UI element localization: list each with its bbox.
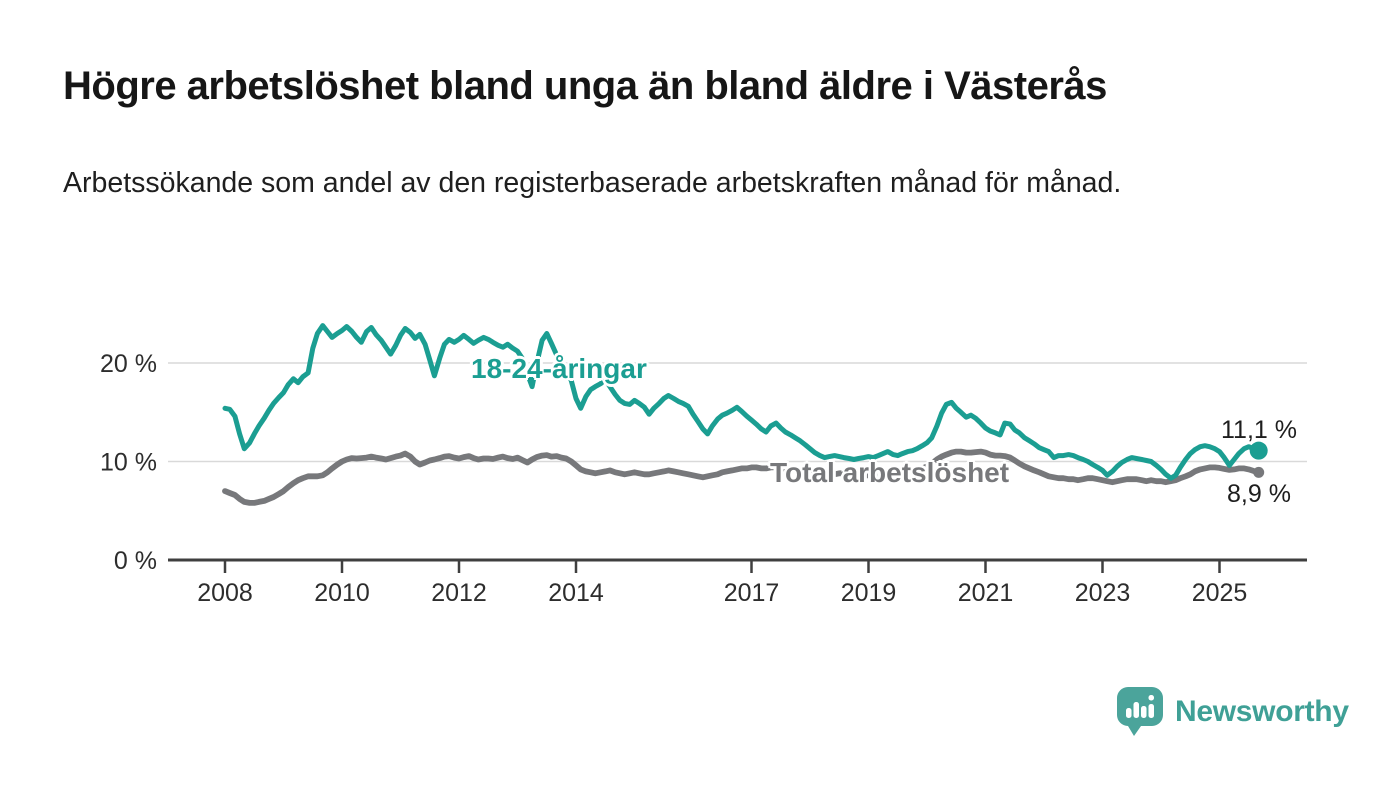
x-tick-label-2019: 2019 bbox=[841, 579, 897, 607]
x-tick-label-2017: 2017 bbox=[724, 579, 780, 607]
series-endpoint-youth bbox=[1249, 441, 1268, 460]
logo-bar-small bbox=[1126, 708, 1132, 718]
series-label-total-unemployment: Total arbetslöshet bbox=[770, 457, 1010, 488]
page-title: Högre arbetslöshet bland unga än bland ä… bbox=[63, 64, 1107, 108]
series-line-total-unemployment bbox=[222, 448, 1262, 506]
end-value-label-total: 8,9 % bbox=[1227, 480, 1291, 508]
series-line-youth-18-24 bbox=[222, 323, 1262, 481]
x-tick-label-2010: 2010 bbox=[314, 579, 370, 607]
y-tick-label-0: 0 % bbox=[114, 547, 157, 575]
x-tick-label-2025: 2025 bbox=[1192, 579, 1248, 607]
newsworthy-logo[interactable]: Newsworthy bbox=[1115, 686, 1349, 737]
series-endpoint-total bbox=[1253, 466, 1265, 478]
x-tick-label-2012: 2012 bbox=[431, 579, 487, 607]
y-tick-label-20: 20 % bbox=[100, 350, 157, 378]
x-axis: 2008 2010 2012 2014 2017 2019 2021 2023 2025 bbox=[168, 558, 1307, 607]
brand-name: Newsworthy bbox=[1175, 694, 1349, 728]
logo-exclamation-dot bbox=[1148, 695, 1154, 701]
logo-bar-medium bbox=[1141, 706, 1147, 718]
newsworthy-logo-icon bbox=[1117, 687, 1163, 736]
series-label-youth-18-24: 18-24-åringar bbox=[471, 353, 647, 384]
logo-bar-tall bbox=[1133, 702, 1139, 718]
y-tick-label-10: 10 % bbox=[100, 449, 157, 477]
y-axis-labels: 20 % 10 % 0 % bbox=[100, 350, 157, 575]
logo-exclamation-bar bbox=[1148, 704, 1154, 718]
gridlines bbox=[168, 362, 1307, 463]
x-tick-label-2021: 2021 bbox=[958, 579, 1014, 607]
page-subtitle: Arbetssökande som andel av den registerb… bbox=[63, 167, 1122, 199]
x-tick-label-2023: 2023 bbox=[1075, 579, 1131, 607]
x-tick-label-2008: 2008 bbox=[197, 579, 253, 607]
end-value-label-youth: 11,1 % bbox=[1221, 416, 1297, 444]
x-tick-label-2014: 2014 bbox=[548, 579, 604, 607]
